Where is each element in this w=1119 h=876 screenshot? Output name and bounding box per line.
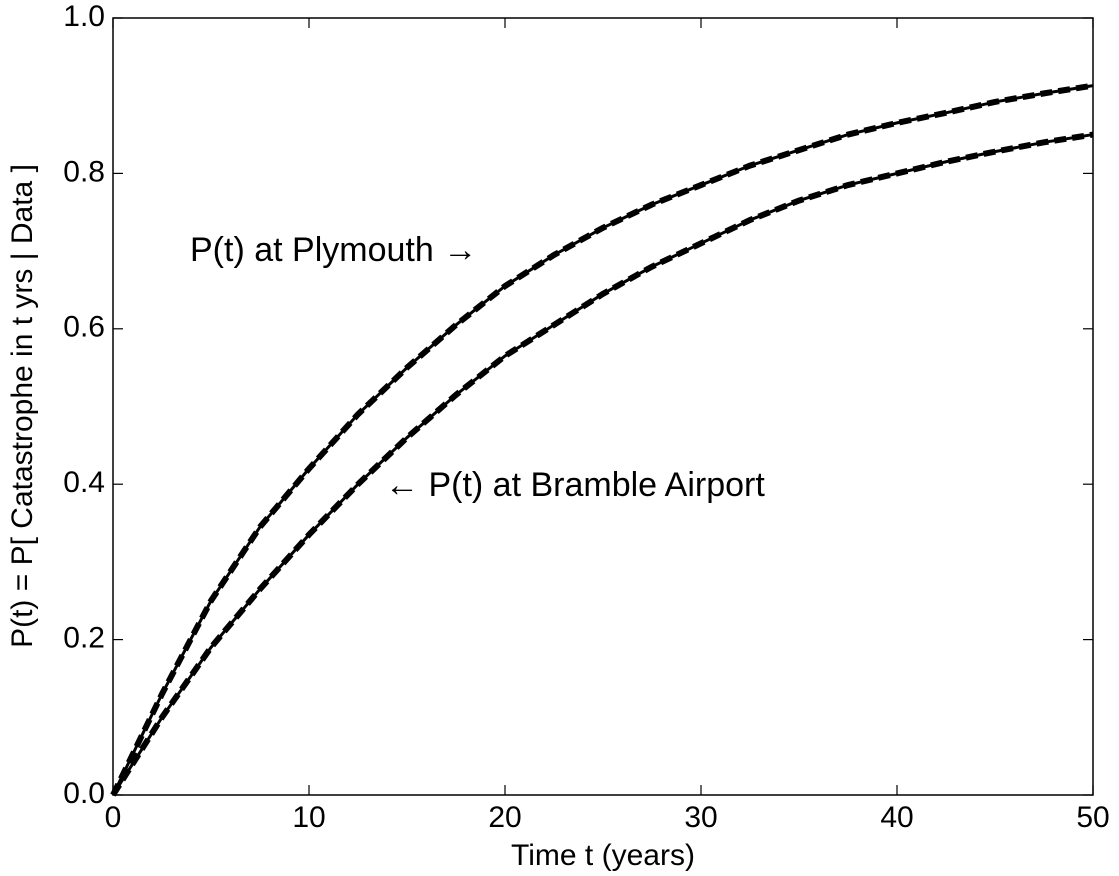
x-tick-label: 50 bbox=[1076, 801, 1109, 834]
x-axis-label: Time t (years) bbox=[511, 839, 695, 872]
x-tick-label: 40 bbox=[880, 801, 913, 834]
series-band bbox=[110, 131, 1094, 797]
series-band bbox=[110, 82, 1094, 797]
y-tick-label: 0.4 bbox=[63, 466, 105, 499]
y-tick-label: 0.8 bbox=[63, 155, 105, 188]
x-tick-label: 10 bbox=[292, 801, 325, 834]
annotation: ← P(t) at Bramble Airport bbox=[385, 466, 765, 504]
x-tick-label: 0 bbox=[105, 801, 122, 834]
annotation: P(t) at Plymouth → bbox=[190, 231, 477, 269]
y-tick-label: 0.6 bbox=[63, 311, 105, 344]
x-tick-label: 20 bbox=[488, 801, 521, 834]
y-axis-label: P(t) = P[ Catastrophe in t yrs | Data ] bbox=[6, 164, 39, 648]
y-tick-label: 0.0 bbox=[63, 777, 105, 810]
plot-frame bbox=[112, 17, 1094, 796]
x-tick-label: 30 bbox=[684, 801, 717, 834]
series-line bbox=[111, 84, 1094, 796]
y-tick-label: 0.2 bbox=[63, 622, 105, 655]
y-tick-label: 1.0 bbox=[63, 0, 105, 33]
